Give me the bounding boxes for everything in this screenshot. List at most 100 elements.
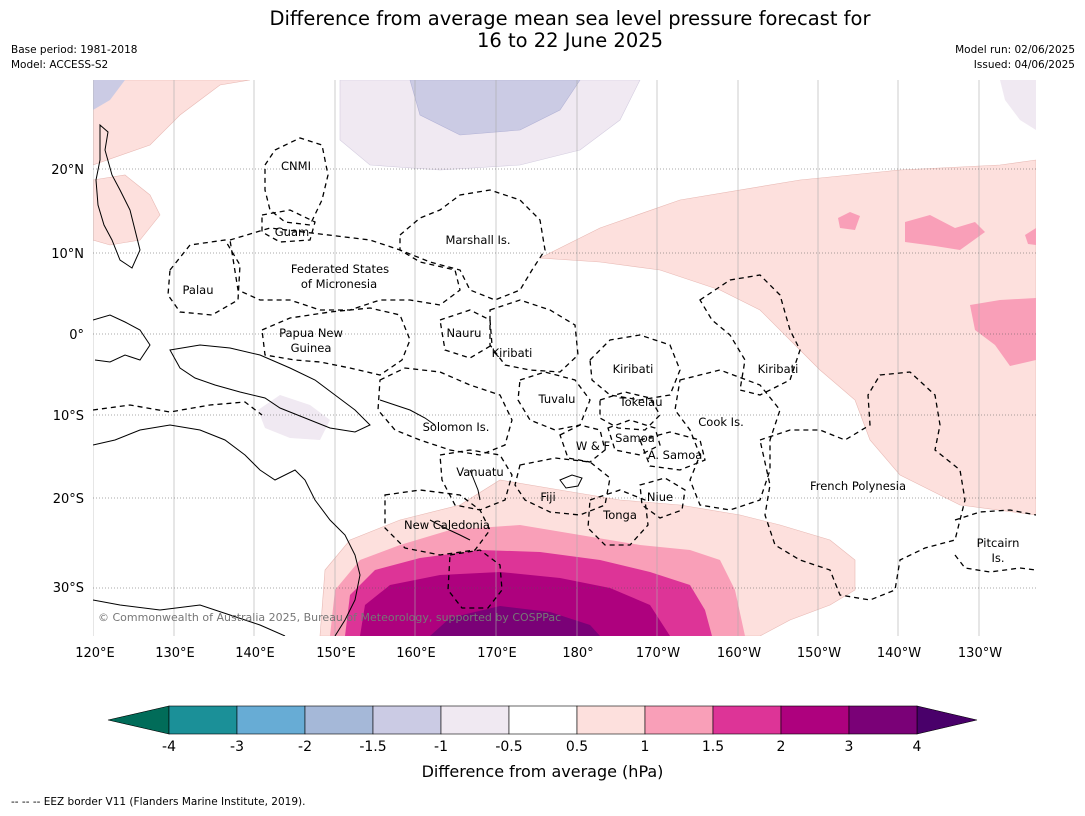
eez-american-samoa	[639, 431, 706, 471]
label-kiribati-central: Kiribati	[613, 362, 654, 376]
label-fiji: Fiji	[540, 490, 555, 504]
label-guam: Guam	[275, 225, 309, 239]
colorbar-segment	[440, 705, 510, 735]
anomaly-positive-east-core-3	[970, 298, 1036, 366]
label-tonga: Tonga	[602, 508, 637, 522]
colorbar-tick-label: -4	[162, 739, 176, 755]
coastlines	[93, 123, 583, 636]
colorbar-segment	[304, 705, 374, 735]
colorbar-tick-label: 4	[913, 739, 922, 755]
lat-label-10s: 10°S	[53, 409, 84, 424]
label-samoa: Samoa	[615, 431, 655, 445]
label-tuvalu: Tuvalu	[538, 392, 576, 406]
eez-new-caledonia	[384, 489, 491, 556]
eez-french-polynesia	[759, 371, 966, 601]
label-cook: Cook Is.	[698, 415, 743, 429]
colorbar-segment	[576, 705, 646, 735]
label-solomon: Solomon Is.	[423, 420, 490, 434]
eez-cook	[674, 369, 781, 511]
eez-norfolk	[447, 549, 503, 609]
anomaly-negative-north-core	[409, 80, 581, 136]
lat-label-30s: 30°S	[53, 581, 84, 596]
label-fsm-line2: of Micronesia	[301, 277, 377, 291]
lat-label-20s: 20°S	[53, 492, 84, 507]
coastline-australia	[93, 424, 361, 636]
lon-label-170e: 170°E	[477, 646, 517, 661]
anomaly-positive-east-core-4	[1025, 228, 1036, 245]
eez-tonga	[587, 489, 649, 546]
colorbar-tick-label: 3	[845, 739, 854, 755]
label-palau: Palau	[183, 283, 214, 297]
label-pitcairn-line2: Is.	[991, 551, 1004, 565]
lon-label-170w: 170°W	[636, 646, 680, 661]
base-period: Base period: 1981-2018	[11, 44, 138, 56]
label-american-samoa: A. Samoa	[648, 448, 703, 462]
anomaly-positive-east	[538, 159, 1036, 516]
title-line-2: 16 to 22 June 2025	[476, 29, 664, 52]
eez-nauru	[439, 309, 493, 359]
lat-label-10n: 10°N	[51, 247, 84, 262]
anomaly-positive-nw-lower	[93, 174, 161, 246]
model-name: Model: ACCESS-S2	[11, 59, 109, 71]
eez-borders	[93, 137, 1036, 609]
label-tokelau: Tokelau	[619, 395, 663, 409]
colorbar-title: Difference from average (hPa)	[421, 762, 664, 781]
lon-label-120e: 120°E	[75, 646, 115, 661]
label-png-line1: Papua New	[279, 326, 343, 340]
lon-label-180: 180°	[562, 646, 593, 661]
colorbar-extend-min	[107, 705, 170, 735]
eez-png-south	[93, 401, 263, 416]
colorbar-segment	[236, 705, 306, 735]
anomaly-negative-ne	[1000, 80, 1036, 130]
eez-guam	[261, 209, 316, 243]
eez-tokelau	[599, 391, 661, 431]
coastline-borneo-sulawesi	[93, 314, 151, 363]
lon-label-150e: 150°E	[316, 646, 356, 661]
colorbar-tick-label: 1.5	[702, 739, 724, 755]
meta-right: Model run: 02/06/2025 Issued: 04/06/2025	[955, 43, 1075, 73]
latitude-labels: 20°N 10°N 0° 10°S 20°S 30°S	[51, 163, 84, 596]
eez-wallis-futuna	[559, 424, 606, 463]
eez-solomon	[377, 367, 513, 456]
label-vanuatu: Vanuatu	[456, 465, 503, 479]
eez-png	[261, 307, 411, 376]
colorbar-tick-label: -2	[298, 739, 312, 755]
graticule	[93, 80, 1036, 636]
longitude-labels: 120°E 130°E 140°E 150°E 160°E 170°E 180°…	[75, 646, 1002, 661]
coastline-solomon	[379, 399, 436, 426]
label-french-polynesia: French Polynesia	[810, 479, 906, 493]
anomaly-negative-png	[258, 395, 330, 440]
label-cnmi: CNMI	[281, 159, 311, 173]
copyright-notice: © Commonwealth of Australia 2025, Bureau…	[98, 611, 561, 624]
lon-label-140w: 140°W	[877, 646, 921, 661]
lat-label-20n: 20°N	[51, 163, 84, 178]
label-png-line2: Guinea	[291, 341, 332, 355]
coastline-philippines	[95, 123, 141, 269]
colorbar-tick-label: 1	[641, 739, 650, 755]
label-wallis-futuna: W & F	[576, 439, 610, 453]
lon-label-130e: 130°E	[155, 646, 195, 661]
anomaly-negative-corner-nw	[93, 80, 125, 110]
colorbar-tick-label: 2	[777, 739, 786, 755]
lat-label-0: 0°	[69, 328, 84, 343]
colorbar-segment	[712, 705, 782, 735]
anomaly-positive-east-core-1	[905, 215, 985, 250]
model-run: Model run: 02/06/2025	[955, 44, 1075, 56]
colorbar-extend-max	[916, 705, 978, 735]
eez-kiribati-gilbert	[489, 299, 579, 373]
colorbar-segment	[644, 705, 714, 735]
map-title: Difference from average mean sea level p…	[0, 8, 1085, 52]
colorbar-tick-label: -1	[434, 739, 448, 755]
meta-left: Base period: 1981-2018 Model: ACCESS-S2	[11, 43, 137, 73]
eez-fiji	[514, 457, 611, 516]
coastline-new-caledonia	[429, 519, 471, 541]
colorbar-segment	[848, 705, 918, 735]
label-kiribati-west: Kiribati	[492, 346, 533, 360]
anomaly-positive-south-3	[430, 606, 600, 636]
eez-footnote: -- -- -- EEZ border V11 (Flanders Marine…	[11, 796, 306, 808]
lon-label-160e: 160°E	[396, 646, 436, 661]
anomaly-positive-east-core-2	[838, 212, 860, 230]
colorbar-segment	[780, 705, 850, 735]
label-kiribati-east: Kiribati	[758, 362, 799, 376]
